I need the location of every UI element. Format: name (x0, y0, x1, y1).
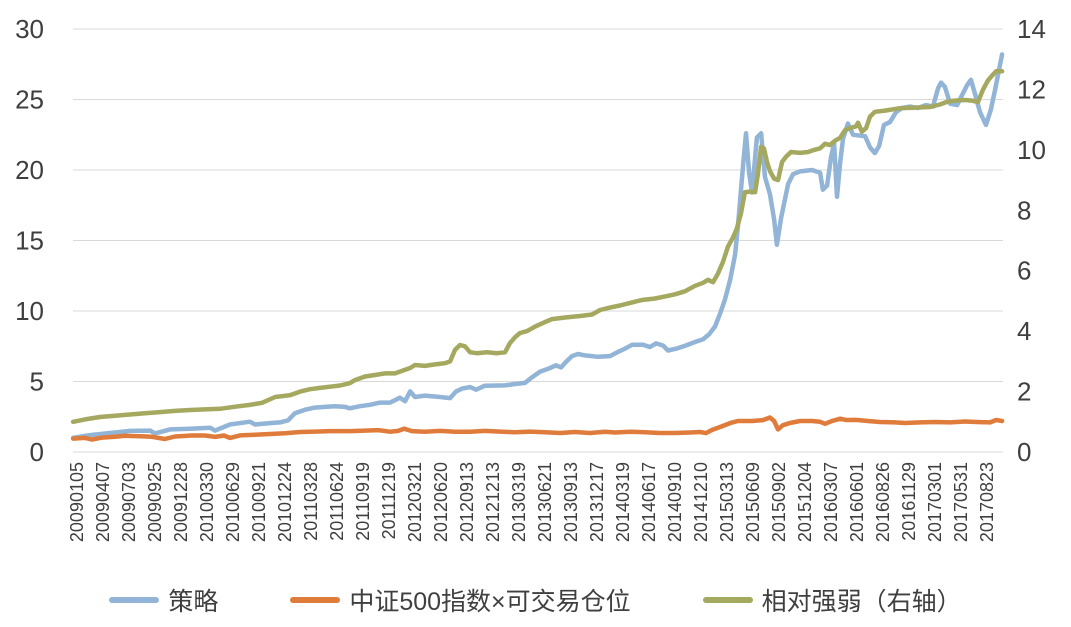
x-axis-tick-label: 20150313 (717, 462, 737, 542)
x-axis-tick-label: 20140617 (639, 462, 659, 542)
x-axis-tick-label: 20110624 (327, 462, 347, 541)
right-axis-tick-label: 14 (1017, 14, 1046, 44)
series-line-relative-strength (70, 69, 1005, 425)
x-axis-tick-label: 20090105 (67, 462, 87, 542)
right-axis-tick-label: 4 (1017, 316, 1031, 346)
x-axis-tick-label: 20120321 (405, 462, 425, 542)
x-axis-tick-label: 20101224 (275, 462, 295, 542)
legend-label: 策略 (168, 588, 219, 616)
left-axis-tick-label: 5 (30, 367, 44, 397)
legend-item-2: 相对强弱（右轴） (702, 582, 962, 618)
legend-label: 中证500指数×可交易仓位 (349, 588, 631, 616)
right-axis-tick-label: 12 (1017, 74, 1046, 104)
legend-swatch-icon (290, 597, 341, 603)
left-axis-tick-label: 0 (30, 437, 44, 467)
right-axis-tick-label: 2 (1017, 377, 1031, 407)
x-axis-tick-label: 20121213 (483, 462, 503, 542)
x-axis-tick-label: 20100330 (197, 462, 217, 542)
legend-item-0: 策略 (109, 582, 218, 618)
legend-item-1: 中证500指数×可交易仓位 (290, 582, 631, 618)
x-axis-tick-label: 20130913 (561, 462, 581, 542)
series-line-csi500-x-position (70, 415, 1005, 442)
right-axis-labels: 0 2 4 6 8 10 12 14 (1017, 14, 1046, 467)
left-axis-tick-label: 20 (15, 155, 44, 185)
left-axis-tick-label: 10 (15, 296, 44, 326)
x-axis-tick-label: 20140319 (613, 462, 633, 542)
x-axis-tick-label: 20161129 (899, 462, 919, 541)
x-axis-tick-label: 20130621 (535, 462, 555, 542)
x-axis-tick-label: 20090407 (93, 462, 113, 542)
x-axis-tick-label: 20140910 (665, 462, 685, 542)
x-axis-tick-label: 20091228 (171, 462, 191, 542)
x-axis-tick-label: 20160307 (821, 462, 841, 542)
x-axis-tick-label: 20170823 (977, 462, 997, 542)
left-axis-labels: 0 5 10 15 20 25 30 (15, 14, 44, 467)
x-axis-tick-label: 20170531 (951, 462, 971, 542)
series-line-strategy (70, 52, 1005, 441)
x-axis-tick-label: 20100921 (249, 462, 269, 542)
right-axis-tick-label: 0 (1017, 437, 1031, 467)
right-axis-tick-label: 10 (1017, 135, 1046, 165)
x-axis-tick-label: 20090925 (145, 462, 165, 542)
right-axis-tick-label: 8 (1017, 195, 1031, 225)
x-axis-tick-label: 20110328 (301, 462, 321, 541)
x-axis-tick-label: 20120913 (457, 462, 477, 542)
x-axis-tick-label: 20160601 (847, 462, 867, 542)
legend-swatch-icon (109, 597, 160, 603)
x-axis-tick-label: 20150902 (769, 462, 789, 542)
left-axis-tick-label: 25 (15, 85, 44, 115)
x-axis-tick-label: 20151204 (795, 462, 815, 542)
x-axis-tick-label: 20131217 (587, 462, 607, 542)
x-axis-tick-label: 20120620 (431, 462, 451, 542)
legend-label: 相对强弱（右轴） (761, 588, 962, 616)
legend-swatch-icon (702, 597, 753, 603)
x-axis-tick-label: 20141210 (691, 462, 711, 542)
x-axis-tick-label: 20110919 (353, 462, 373, 541)
x-axis-tick-label: 20170301 (925, 462, 945, 542)
x-axis-tick-label: 20111219 (379, 462, 399, 539)
left-axis-tick-label: 15 (15, 226, 44, 256)
gridlines (73, 28, 1003, 453)
x-axis-labels: 20090105 20090407 20090703 20090925 20091228… (67, 462, 997, 542)
left-axis-tick-label: 30 (15, 14, 44, 44)
x-axis-tick-label: 20100629 (223, 462, 243, 542)
right-axis-tick-label: 6 (1017, 256, 1031, 286)
x-axis-tick-label: 20160826 (873, 462, 893, 542)
x-axis-tick-label: 20130319 (509, 462, 529, 542)
chart-legend: 策略 中证500指数×可交易仓位 相对强弱（右轴） (0, 582, 1071, 618)
x-axis-tick-label: 20090703 (119, 462, 139, 542)
x-axis-tick-label: 20150609 (743, 462, 763, 542)
